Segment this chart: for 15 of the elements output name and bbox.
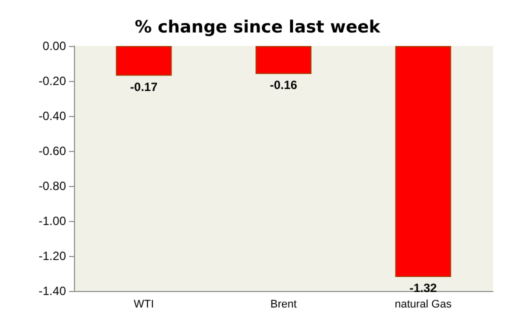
y-tick-label: -1.20 (38, 249, 66, 263)
data-label: -0.16 (270, 78, 298, 92)
y-tick-label: -1.40 (38, 284, 66, 298)
y-tick-label: -0.80 (38, 179, 66, 193)
chart-title: % change since last week (134, 18, 381, 38)
x-tick-label: Brent (270, 298, 297, 310)
data-label: -1.32 (409, 281, 438, 295)
data-label: -0.17 (130, 80, 158, 94)
y-tick-label: -0.60 (38, 144, 66, 158)
x-tick-label: natural Gas (394, 298, 452, 310)
y-tick-label: -1.00 (38, 214, 66, 228)
y-tick-label: 0.00 (42, 39, 66, 53)
x-tick-label: WTI (134, 298, 154, 310)
y-tick-label: -0.20 (38, 74, 66, 88)
y-tick-label: -0.40 (38, 109, 66, 123)
